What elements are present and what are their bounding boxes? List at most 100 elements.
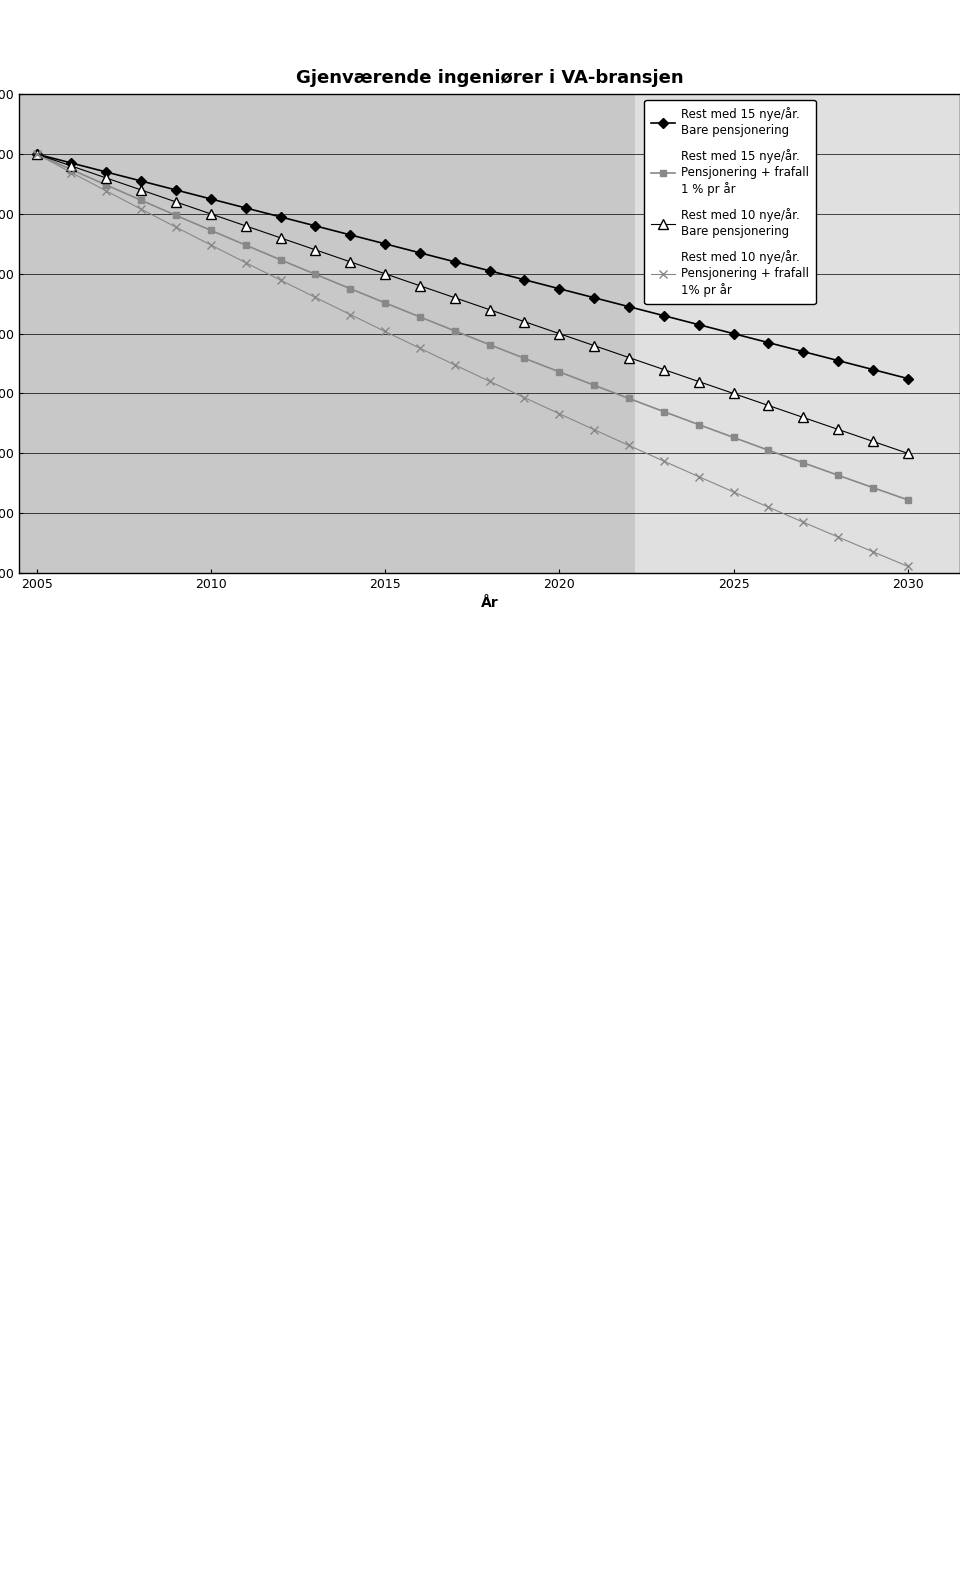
- Rest med 10 nye/år.
Pensjonering + frafall
1% pr år: [658, 452, 669, 471]
- Rest med 10 nye/år.
Bare pensjonering: [414, 276, 425, 295]
- Rest med 10 nye/år.
Bare pensjonering: [762, 396, 774, 414]
- Rest med 15 nye/år.
Bare pensjonering: [170, 181, 181, 199]
- Rest med 10 nye/år.
Bare pensjonering: [798, 408, 809, 427]
- Rest med 10 nye/år.
Pensjonering + frafall
1% pr år: [310, 287, 322, 306]
- Rest med 15 nye/år.
Bare pensjonering: [449, 253, 461, 272]
- Rest med 10 nye/år.
Pensjonering + frafall
1% pr år: [554, 405, 565, 424]
- Rest med 15 nye/år.
Pensjonering + frafall
1 % pr år: [449, 322, 461, 341]
- Rest med 10 nye/år.
Bare pensjonering: [310, 240, 322, 259]
- Rest med 10 nye/år.
Bare pensjonering: [518, 312, 530, 331]
- Rest med 10 nye/år.
Pensjonering + frafall
1% pr år: [170, 218, 181, 237]
- Line: Rest med 15 nye/år.
Pensjonering + frafall
1 % pr år: Rest med 15 nye/år. Pensjonering + frafa…: [34, 151, 911, 504]
- Rest med 15 nye/år.
Bare pensjonering: [484, 261, 495, 279]
- Rest med 15 nye/år.
Pensjonering + frafall
1 % pr år: [345, 279, 356, 298]
- Rest med 15 nye/år.
Bare pensjonering: [658, 306, 669, 325]
- Rest med 10 nye/år.
Pensjonering + frafall
1% pr år: [414, 339, 425, 358]
- Rest med 10 nye/år.
Bare pensjonering: [65, 157, 77, 176]
- Rest med 10 nye/år.
Pensjonering + frafall
1% pr år: [867, 542, 878, 560]
- Rest med 10 nye/år.
Pensjonering + frafall
1% pr år: [135, 199, 147, 218]
- Rest med 15 nye/år.
Bare pensjonering: [623, 297, 635, 316]
- Rest med 15 nye/år.
Pensjonering + frafall
1 % pr år: [623, 389, 635, 408]
- Rest med 15 nye/år.
Pensjonering + frafall
1 % pr år: [867, 479, 878, 498]
- Rest med 10 nye/år.
Bare pensjonering: [135, 181, 147, 199]
- Rest med 15 nye/år.
Pensjonering + frafall
1 % pr år: [728, 429, 739, 447]
- Rest med 10 nye/år.
Pensjonering + frafall
1% pr år: [31, 144, 42, 163]
- Rest med 15 nye/år.
Pensjonering + frafall
1 % pr år: [101, 176, 112, 195]
- Rest med 10 nye/år.
Bare pensjonering: [170, 193, 181, 212]
- Rest med 15 nye/år.
Pensjonering + frafall
1 % pr år: [240, 236, 252, 254]
- Rest med 15 nye/år.
Pensjonering + frafall
1 % pr år: [554, 363, 565, 382]
- Rest med 10 nye/år.
Bare pensjonering: [379, 264, 391, 283]
- Rest med 15 nye/år.
Bare pensjonering: [588, 289, 600, 308]
- Rest med 15 nye/år.
Bare pensjonering: [518, 270, 530, 289]
- X-axis label: År: År: [481, 597, 498, 611]
- Rest med 15 nye/år.
Bare pensjonering: [762, 333, 774, 352]
- Rest med 10 nye/år.
Pensjonering + frafall
1% pr år: [728, 482, 739, 501]
- Rest med 15 nye/år.
Bare pensjonering: [728, 325, 739, 344]
- Legend: Rest med 15 nye/år.
Bare pensjonering, Rest med 15 nye/år.
Pensjonering + frafal: Rest med 15 nye/år. Bare pensjonering, R…: [644, 100, 816, 305]
- Rest med 15 nye/år.
Pensjonering + frafall
1 % pr år: [693, 414, 705, 433]
- Title: Gjenværende ingeniører i VA-bransjen: Gjenværende ingeniører i VA-bransjen: [296, 69, 684, 86]
- Rest med 10 nye/år.
Pensjonering + frafall
1% pr år: [449, 355, 461, 374]
- Rest med 15 nye/år.
Pensjonering + frafall
1 % pr år: [170, 206, 181, 225]
- Rest med 10 nye/år.
Pensjonering + frafall
1% pr år: [484, 372, 495, 391]
- Rest med 15 nye/år.
Pensjonering + frafall
1 % pr år: [588, 375, 600, 394]
- Rest med 15 nye/år.
Bare pensjonering: [798, 342, 809, 361]
- Rest med 10 nye/år.
Pensjonering + frafall
1% pr år: [345, 305, 356, 323]
- Line: Rest med 10 nye/år.
Bare pensjonering: Rest med 10 nye/år. Bare pensjonering: [32, 149, 913, 458]
- Rest med 10 nye/år.
Bare pensjonering: [867, 432, 878, 451]
- Rest med 10 nye/år.
Pensjonering + frafall
1% pr år: [65, 163, 77, 182]
- Rest med 10 nye/år.
Bare pensjonering: [832, 421, 844, 440]
- Rest med 10 nye/år.
Bare pensjonering: [902, 444, 914, 463]
- Rest med 15 nye/år.
Bare pensjonering: [240, 198, 252, 217]
- Rest med 10 nye/år.
Pensjonering + frafall
1% pr år: [693, 468, 705, 487]
- Rest med 15 nye/år.
Pensjonering + frafall
1 % pr år: [658, 402, 669, 421]
- Rest med 10 nye/år.
Bare pensjonering: [101, 168, 112, 187]
- Rest med 15 nye/år.
Bare pensjonering: [902, 369, 914, 388]
- Rest med 10 nye/år.
Bare pensjonering: [205, 204, 217, 223]
- Rest med 10 nye/år.
Bare pensjonering: [31, 144, 42, 163]
- Rest med 15 nye/år.
Bare pensjonering: [693, 316, 705, 334]
- Rest med 15 nye/år.
Pensjonering + frafall
1 % pr år: [798, 454, 809, 473]
- Rest med 10 nye/år.
Pensjonering + frafall
1% pr år: [798, 513, 809, 532]
- Rest med 10 nye/år.
Pensjonering + frafall
1% pr år: [762, 498, 774, 517]
- Rest med 10 nye/år.
Bare pensjonering: [623, 349, 635, 367]
- Rest med 15 nye/år.
Pensjonering + frafall
1 % pr år: [832, 466, 844, 485]
- Rest med 10 nye/år.
Pensjonering + frafall
1% pr år: [832, 528, 844, 546]
- Rest med 10 nye/år.
Bare pensjonering: [693, 372, 705, 391]
- Bar: [19, 94, 636, 573]
- Rest med 10 nye/år.
Pensjonering + frafall
1% pr år: [101, 182, 112, 201]
- Rest med 15 nye/år.
Bare pensjonering: [832, 352, 844, 371]
- Rest med 15 nye/år.
Bare pensjonering: [345, 226, 356, 245]
- Rest med 15 nye/år.
Bare pensjonering: [135, 171, 147, 190]
- Rest med 15 nye/år.
Pensjonering + frafall
1 % pr år: [379, 294, 391, 312]
- Rest med 10 nye/år.
Pensjonering + frafall
1% pr år: [240, 253, 252, 272]
- Rest med 15 nye/år.
Bare pensjonering: [554, 279, 565, 298]
- Rest med 15 nye/år.
Pensjonering + frafall
1 % pr år: [205, 221, 217, 240]
- Line: Rest med 10 nye/år.
Pensjonering + frafall
1% pr år: Rest med 10 nye/år. Pensjonering + frafa…: [33, 149, 912, 570]
- Rest med 10 nye/år.
Bare pensjonering: [275, 229, 286, 248]
- Rest med 10 nye/år.
Bare pensjonering: [588, 336, 600, 355]
- Rest med 15 nye/år.
Bare pensjonering: [205, 190, 217, 209]
- Rest med 10 nye/år.
Bare pensjonering: [554, 325, 565, 344]
- Rest med 15 nye/år.
Pensjonering + frafall
1 % pr år: [275, 250, 286, 268]
- Rest med 10 nye/år.
Bare pensjonering: [658, 360, 669, 378]
- Rest med 15 nye/år.
Bare pensjonering: [65, 154, 77, 173]
- Rest med 15 nye/år.
Pensjonering + frafall
1 % pr år: [902, 490, 914, 509]
- Rest med 10 nye/år.
Pensjonering + frafall
1% pr år: [902, 557, 914, 576]
- Line: Rest med 15 nye/år.
Bare pensjonering: Rest med 15 nye/år. Bare pensjonering: [34, 151, 911, 382]
- Rest med 10 nye/år.
Bare pensjonering: [345, 253, 356, 272]
- Rest med 15 nye/år.
Pensjonering + frafall
1 % pr år: [414, 308, 425, 327]
- Rest med 10 nye/år.
Pensjonering + frafall
1% pr år: [623, 436, 635, 455]
- Rest med 10 nye/år.
Bare pensjonering: [449, 289, 461, 308]
- Rest med 15 nye/år.
Bare pensjonering: [275, 207, 286, 226]
- Rest med 15 nye/år.
Bare pensjonering: [414, 243, 425, 262]
- Rest med 15 nye/år.
Pensjonering + frafall
1 % pr år: [762, 441, 774, 460]
- Rest med 15 nye/år.
Pensjonering + frafall
1 % pr år: [135, 192, 147, 210]
- Rest med 15 nye/år.
Pensjonering + frafall
1 % pr år: [518, 349, 530, 367]
- Rest med 10 nye/år.
Bare pensjonering: [728, 385, 739, 403]
- Rest med 10 nye/år.
Pensjonering + frafall
1% pr år: [518, 388, 530, 407]
- Rest med 15 nye/år.
Pensjonering + frafall
1 % pr år: [31, 144, 42, 163]
- Rest med 15 nye/år.
Bare pensjonering: [310, 217, 322, 236]
- Rest med 10 nye/år.
Bare pensjonering: [484, 300, 495, 319]
